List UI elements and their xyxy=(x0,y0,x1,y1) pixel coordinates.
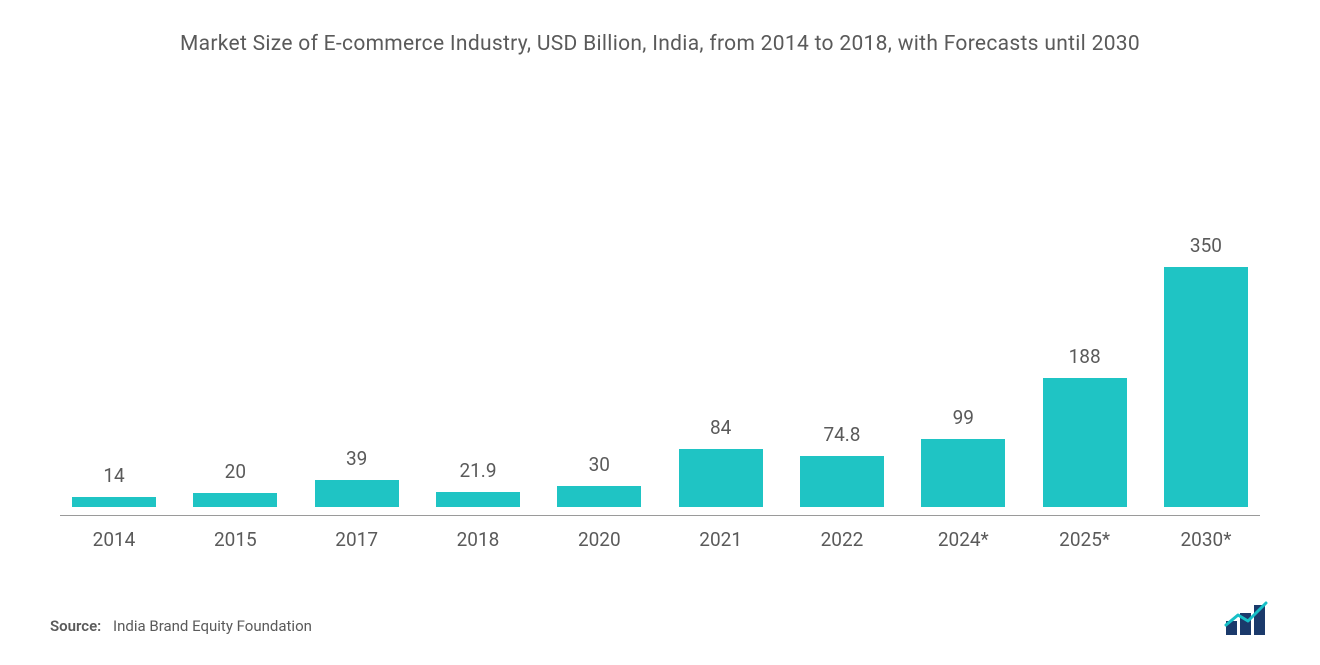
x-axis-label: 2030* xyxy=(1152,528,1260,551)
bar-group: 99 xyxy=(909,406,1017,507)
source-citation: Source: India Brand Equity Foundation xyxy=(50,617,312,635)
x-axis-label: 2022 xyxy=(788,528,896,551)
bar xyxy=(679,449,763,507)
bar xyxy=(193,493,277,507)
x-axis-label: 2017 xyxy=(303,528,411,551)
bar-value-label: 74.8 xyxy=(823,423,860,446)
bar xyxy=(921,439,1005,507)
bar-value-label: 84 xyxy=(710,416,731,439)
bar-value-label: 99 xyxy=(953,406,974,429)
brand-logo xyxy=(1224,601,1270,635)
bar-value-label: 39 xyxy=(346,447,367,470)
chart-container: Market Size of E-commerce Industry, USD … xyxy=(0,0,1320,665)
bar-group: 39 xyxy=(303,447,411,507)
bar xyxy=(436,492,520,507)
bar xyxy=(1164,267,1248,507)
chart-footer: Source: India Brand Equity Foundation xyxy=(50,601,1270,645)
bar xyxy=(800,456,884,507)
bar-group: 74.8 xyxy=(788,423,896,507)
x-axis-label: 2021 xyxy=(667,528,775,551)
bar-value-label: 14 xyxy=(103,464,124,487)
x-axis-label: 2018 xyxy=(424,528,532,551)
bar-value-label: 188 xyxy=(1069,345,1101,368)
bar-group: 20 xyxy=(181,460,289,507)
bar-group: 14 xyxy=(60,464,168,507)
logo-icon xyxy=(1224,601,1270,635)
bar-group: 188 xyxy=(1031,345,1139,507)
bar-value-label: 30 xyxy=(589,453,610,476)
bar-group: 21.9 xyxy=(424,459,532,507)
chart-plot-area: 14 20 39 21.9 30 84 74.8 99 188 350 xyxy=(50,79,1270,507)
bar xyxy=(315,480,399,507)
bar xyxy=(72,497,156,507)
bar-value-label: 20 xyxy=(225,460,246,483)
bar-group: 30 xyxy=(545,453,653,507)
x-axis-label: 2015 xyxy=(181,528,289,551)
x-axis-label: 2024* xyxy=(909,528,1017,551)
x-axis-labels: 2014 2015 2017 2018 2020 2021 2022 2024* 2025* 20… xyxy=(50,516,1270,551)
source-label: Source: xyxy=(50,617,101,635)
bar-value-label: 350 xyxy=(1190,234,1222,257)
bar-group: 84 xyxy=(667,416,775,507)
bar xyxy=(1043,378,1127,507)
bar-value-label: 21.9 xyxy=(459,459,496,482)
x-axis-label: 2020 xyxy=(545,528,653,551)
chart-title: Market Size of E-commerce Industry, USD … xyxy=(180,30,1140,59)
bar-group: 350 xyxy=(1152,234,1260,507)
bar xyxy=(557,486,641,507)
x-axis-label: 2025* xyxy=(1031,528,1139,551)
x-axis-label: 2014 xyxy=(60,528,168,551)
source-text: India Brand Equity Foundation xyxy=(113,617,312,635)
